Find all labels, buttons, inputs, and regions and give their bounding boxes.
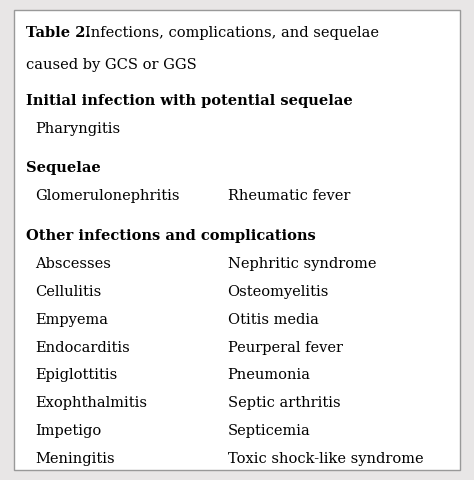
Text: caused by GCS or GGS: caused by GCS or GGS <box>26 58 197 72</box>
Text: Meningitis: Meningitis <box>36 452 115 466</box>
Text: Septic arthritis: Septic arthritis <box>228 396 340 410</box>
Text: Rheumatic fever: Rheumatic fever <box>228 189 350 204</box>
Text: Initial infection with potential sequelae: Initial infection with potential sequela… <box>26 94 353 108</box>
Text: Otitis media: Otitis media <box>228 312 319 327</box>
Text: Infections, complications, and sequelae: Infections, complications, and sequelae <box>85 26 379 40</box>
Text: Table 2.: Table 2. <box>26 26 91 40</box>
Text: Pharyngitis: Pharyngitis <box>36 121 121 136</box>
Text: Empyema: Empyema <box>36 312 109 327</box>
Text: Other infections and complications: Other infections and complications <box>26 229 316 243</box>
Text: Sequelae: Sequelae <box>26 161 101 176</box>
Text: Osteomyelitis: Osteomyelitis <box>228 285 329 299</box>
Text: Exophthalmitis: Exophthalmitis <box>36 396 147 410</box>
Text: Epiglottitis: Epiglottitis <box>36 368 118 383</box>
Text: Septicemia: Septicemia <box>228 424 310 438</box>
Text: Cellulitis: Cellulitis <box>36 285 102 299</box>
FancyBboxPatch shape <box>14 10 460 470</box>
Text: Pneumonia: Pneumonia <box>228 368 310 383</box>
Text: Glomerulonephritis: Glomerulonephritis <box>36 189 180 204</box>
Text: Abscesses: Abscesses <box>36 257 111 271</box>
Text: Impetigo: Impetigo <box>36 424 102 438</box>
Text: Nephritic syndrome: Nephritic syndrome <box>228 257 376 271</box>
Text: Toxic shock-like syndrome: Toxic shock-like syndrome <box>228 452 423 466</box>
Text: Endocarditis: Endocarditis <box>36 340 130 355</box>
Text: Peurperal fever: Peurperal fever <box>228 340 343 355</box>
